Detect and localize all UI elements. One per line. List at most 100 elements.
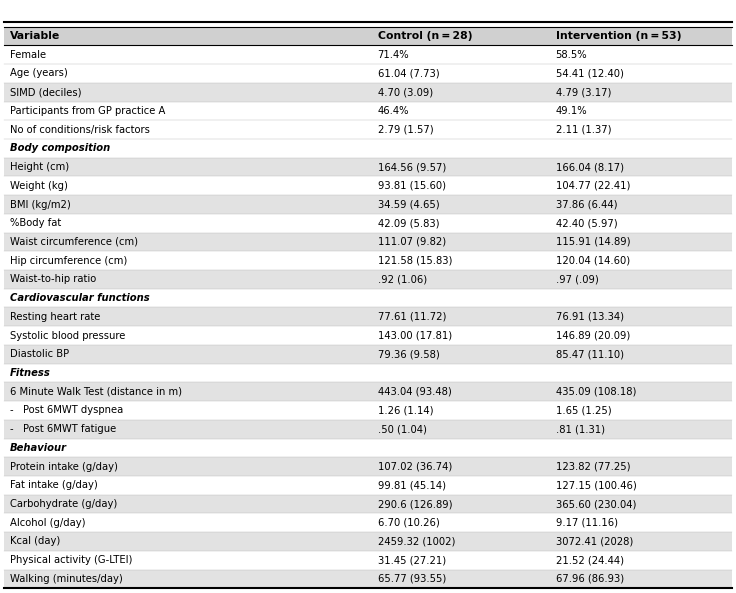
Bar [4, 569, 732, 588]
Text: Control (n = 28): Control (n = 28) [378, 31, 472, 41]
Bar [4, 139, 732, 158]
Text: 121.58 (15.83): 121.58 (15.83) [378, 256, 452, 266]
Text: 2459.32 (1002): 2459.32 (1002) [378, 537, 455, 547]
Text: 9.17 (11.16): 9.17 (11.16) [556, 518, 618, 528]
Text: Cardiovascular functions: Cardiovascular functions [10, 293, 149, 303]
Text: .50 (1.04): .50 (1.04) [378, 424, 426, 434]
Text: 435.09 (108.18): 435.09 (108.18) [556, 387, 636, 397]
Text: 65.77 (93.55): 65.77 (93.55) [378, 574, 446, 584]
Bar [4, 457, 732, 476]
Text: 107.02 (36.74): 107.02 (36.74) [378, 461, 452, 471]
Text: 443.04 (93.48): 443.04 (93.48) [378, 387, 451, 397]
Text: Alcohol (g/day): Alcohol (g/day) [10, 518, 85, 528]
Text: 37.86 (6.44): 37.86 (6.44) [556, 199, 618, 209]
Bar [4, 83, 732, 101]
Text: 123.82 (77.25): 123.82 (77.25) [556, 461, 630, 471]
Text: 79.36 (9.58): 79.36 (9.58) [378, 349, 439, 359]
Text: Fitness: Fitness [10, 368, 51, 378]
Text: 4.79 (3.17): 4.79 (3.17) [556, 87, 611, 97]
Text: Systolic blood pressure: Systolic blood pressure [10, 330, 125, 340]
Bar [4, 158, 732, 177]
Text: SIMD (deciles): SIMD (deciles) [10, 87, 81, 97]
Text: 49.1%: 49.1% [556, 106, 587, 116]
Text: 120.04 (14.60): 120.04 (14.60) [556, 256, 630, 266]
Text: No of conditions/risk factors: No of conditions/risk factors [10, 125, 149, 135]
Bar [4, 214, 732, 232]
Bar [4, 27, 732, 46]
Bar [4, 120, 732, 139]
Text: 4.70 (3.09): 4.70 (3.09) [378, 87, 433, 97]
Text: Physical activity (G-LTEI): Physical activity (G-LTEI) [10, 555, 132, 565]
Bar [4, 251, 732, 270]
Text: Kcal (day): Kcal (day) [10, 537, 60, 547]
Text: Hip circumference (cm): Hip circumference (cm) [10, 256, 127, 266]
Text: Waist-to-hip ratio: Waist-to-hip ratio [10, 275, 96, 285]
Text: 42.09 (5.83): 42.09 (5.83) [378, 218, 439, 228]
Text: Diastolic BP: Diastolic BP [10, 349, 68, 359]
Text: Carbohydrate (g/day): Carbohydrate (g/day) [10, 499, 117, 509]
Text: 61.04 (7.73): 61.04 (7.73) [378, 68, 439, 78]
Bar [4, 289, 732, 308]
Text: 34.59 (4.65): 34.59 (4.65) [378, 199, 439, 209]
Bar [4, 532, 732, 551]
Text: Participants from GP practice A: Participants from GP practice A [10, 106, 165, 116]
Text: Female: Female [10, 50, 46, 60]
Text: Weight (kg): Weight (kg) [10, 181, 68, 191]
Text: .92 (1.06): .92 (1.06) [378, 275, 427, 285]
Text: 290.6 (126.89): 290.6 (126.89) [378, 499, 452, 509]
Text: 115.91 (14.89): 115.91 (14.89) [556, 237, 630, 247]
Text: 58.5%: 58.5% [556, 50, 587, 60]
Bar [4, 345, 732, 364]
Text: 365.60 (230.04): 365.60 (230.04) [556, 499, 636, 509]
Bar [4, 101, 732, 120]
Text: Behaviour: Behaviour [10, 443, 66, 453]
Text: BMI (kg/m2): BMI (kg/m2) [10, 199, 71, 209]
Text: Intervention (n = 53): Intervention (n = 53) [556, 31, 682, 41]
Text: 6 Minute Walk Test (distance in m): 6 Minute Walk Test (distance in m) [10, 387, 182, 397]
Bar [4, 270, 732, 289]
Bar [4, 308, 732, 326]
Text: 71.4%: 71.4% [378, 50, 409, 60]
Bar [4, 514, 732, 532]
Text: -   Post 6MWT fatigue: - Post 6MWT fatigue [10, 424, 116, 434]
Text: 99.81 (45.14): 99.81 (45.14) [378, 480, 445, 490]
Text: 46.4%: 46.4% [378, 106, 409, 116]
Text: 127.15 (100.46): 127.15 (100.46) [556, 480, 637, 490]
Text: 143.00 (17.81): 143.00 (17.81) [378, 330, 452, 340]
Text: 166.04 (8.17): 166.04 (8.17) [556, 162, 623, 172]
Bar [4, 401, 732, 420]
Bar [4, 326, 732, 345]
Bar [4, 232, 732, 251]
Text: Fat intake (g/day): Fat intake (g/day) [10, 480, 97, 490]
Text: 2.79 (1.57): 2.79 (1.57) [378, 125, 434, 135]
Bar [4, 64, 732, 83]
Bar [4, 420, 732, 438]
Text: Walking (minutes/day): Walking (minutes/day) [10, 574, 122, 584]
Bar [4, 495, 732, 514]
Text: 6.70 (10.26): 6.70 (10.26) [378, 518, 439, 528]
Bar [4, 177, 732, 195]
Text: 104.77 (22.41): 104.77 (22.41) [556, 181, 630, 191]
Text: 2.11 (1.37): 2.11 (1.37) [556, 125, 611, 135]
Text: 54.41 (12.40): 54.41 (12.40) [556, 68, 623, 78]
Text: 76.91 (13.34): 76.91 (13.34) [556, 312, 623, 322]
Text: .81 (1.31): .81 (1.31) [556, 424, 605, 434]
Text: 1.65 (1.25): 1.65 (1.25) [556, 406, 612, 416]
Text: 3072.41 (2028): 3072.41 (2028) [556, 537, 633, 547]
Bar [4, 382, 732, 401]
Bar [4, 46, 732, 64]
Text: 164.56 (9.57): 164.56 (9.57) [378, 162, 446, 172]
Bar [4, 438, 732, 457]
Text: 93.81 (15.60): 93.81 (15.60) [378, 181, 445, 191]
Text: 146.89 (20.09): 146.89 (20.09) [556, 330, 630, 340]
Text: Height (cm): Height (cm) [10, 162, 68, 172]
Text: 31.45 (27.21): 31.45 (27.21) [378, 555, 446, 565]
Bar [4, 195, 732, 214]
Text: 111.07 (9.82): 111.07 (9.82) [378, 237, 446, 247]
Text: Body composition: Body composition [10, 144, 110, 154]
Text: 67.96 (86.93): 67.96 (86.93) [556, 574, 624, 584]
Text: 1.26 (1.14): 1.26 (1.14) [378, 406, 433, 416]
Bar [4, 364, 732, 382]
Bar [4, 476, 732, 495]
Text: 42.40 (5.97): 42.40 (5.97) [556, 218, 618, 228]
